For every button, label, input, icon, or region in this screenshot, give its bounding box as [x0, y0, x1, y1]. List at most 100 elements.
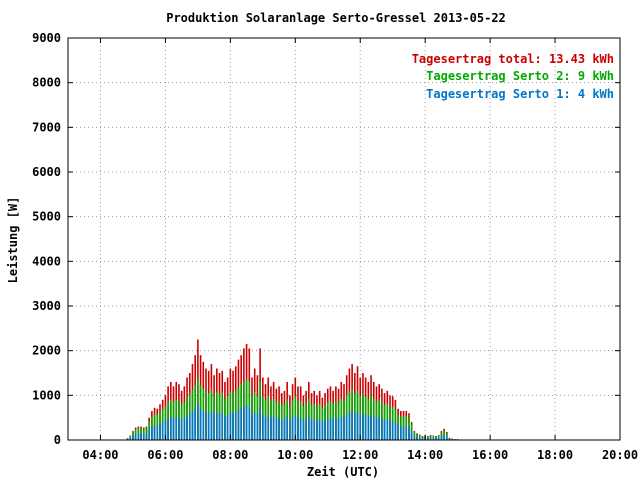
bar-serto1: [202, 410, 205, 440]
bar-serto1: [289, 420, 291, 440]
bar-serto1: [191, 411, 194, 440]
bar-serto1: [348, 412, 351, 440]
bar-serto1: [326, 418, 329, 440]
bar-serto1: [310, 419, 313, 440]
legend-serto2: Tagesertrag Serto 2: 9 kWh: [426, 69, 614, 83]
bar-serto1: [243, 406, 245, 440]
bar-serto1: [256, 414, 259, 440]
bar-serto1: [210, 410, 213, 440]
bar-serto1: [340, 416, 343, 440]
plot-frame: [67, 37, 621, 441]
bar-serto1: [178, 417, 180, 440]
x-tick-label: 04:00: [82, 448, 118, 462]
bar-serto1: [259, 406, 261, 440]
bar-serto1: [324, 419, 326, 440]
bar-serto1: [364, 414, 367, 440]
bar-serto1: [194, 408, 196, 440]
bar-serto1: [299, 417, 302, 440]
bar-serto1: [167, 418, 169, 440]
bar-serto1: [286, 416, 288, 440]
grid-layer: [68, 38, 620, 440]
y-tick-label: 7000: [32, 120, 61, 134]
bar-serto1: [188, 413, 191, 440]
bar-serto1: [151, 426, 153, 440]
bar-serto1: [264, 416, 267, 440]
y-tick-label: 1000: [32, 388, 61, 402]
bar-serto1: [199, 408, 202, 440]
bar-serto1: [186, 415, 188, 440]
bar-serto1: [378, 417, 380, 440]
bar-serto1: [354, 413, 356, 440]
bar-serto1: [275, 418, 278, 440]
bar-serto1: [245, 405, 248, 440]
bar-serto1: [440, 435, 443, 440]
bar-serto1: [283, 419, 286, 440]
bar-serto1: [161, 422, 164, 440]
y-tick-label: 0: [54, 433, 61, 447]
bar-serto1: [170, 416, 172, 440]
bar-serto1: [397, 425, 399, 440]
bar-serto1: [159, 423, 161, 440]
bar-serto1: [132, 435, 134, 440]
bar-serto1: [205, 412, 207, 440]
bar-serto1: [253, 412, 256, 440]
y-tick-label: 9000: [32, 31, 61, 45]
bar-serto1: [145, 433, 148, 440]
bar-serto1: [418, 437, 421, 440]
bar-serto1: [367, 416, 370, 440]
bar-serto1: [229, 412, 232, 440]
bar-serto1: [207, 413, 210, 440]
y-tick-label: 8000: [32, 76, 61, 90]
bar-serto1: [313, 419, 316, 440]
bar-serto1: [427, 437, 429, 440]
bar-serto1: [180, 419, 183, 440]
bar-serto1: [270, 417, 272, 440]
bar-serto1: [267, 414, 270, 440]
bar-serto1: [142, 433, 145, 440]
bar-serto1: [321, 421, 324, 440]
y-tick-label: 5000: [32, 210, 61, 224]
x-tick-label: 12:00: [342, 448, 378, 462]
bar-serto1: [400, 426, 402, 440]
bar-serto1: [345, 414, 348, 440]
bar-serto1: [386, 419, 389, 440]
bar-serto1: [153, 425, 156, 440]
bar-serto1: [164, 420, 167, 440]
bar-serto1: [370, 414, 372, 440]
y-tick-label: 3000: [32, 299, 61, 313]
bar-serto1: [416, 436, 418, 440]
bar-serto1: [375, 417, 378, 440]
bar-serto1: [437, 437, 440, 440]
bar-serto1: [343, 417, 345, 440]
bar-serto1: [237, 409, 240, 440]
bar-serto1: [308, 416, 310, 440]
bar-serto1: [297, 417, 299, 440]
bar-serto1: [251, 414, 253, 440]
bar-serto1: [148, 429, 150, 440]
x-tick-label: 06:00: [147, 448, 183, 462]
legend-total: Tagesertrag total: 13.43 kWh: [412, 52, 614, 66]
y-tick-label: 4000: [32, 254, 61, 268]
bar-serto1: [432, 437, 435, 440]
bar-serto1: [248, 406, 251, 440]
bar-serto1: [372, 416, 375, 440]
bar-serto1: [305, 419, 307, 440]
bar-serto1: [224, 416, 226, 440]
y-axis-label: Leistung [W]: [6, 197, 20, 284]
bar-serto1: [175, 416, 178, 440]
legend: Tagesertrag total: 13.43 kWh Tagesertrag…: [412, 52, 614, 101]
bar-serto1: [394, 422, 397, 440]
x-tick-label: 14:00: [407, 448, 443, 462]
bar-serto1: [359, 414, 362, 440]
bar-serto1: [316, 420, 318, 440]
bar-serto1: [389, 420, 391, 440]
x-tick-label: 10:00: [277, 448, 313, 462]
x-tick-label: 18:00: [537, 448, 573, 462]
bar-serto1: [280, 419, 283, 440]
bar-serto1: [134, 433, 137, 440]
bar-serto1: [221, 412, 224, 440]
bar-serto1: [240, 408, 242, 440]
bar-serto1: [183, 418, 186, 440]
bar-serto1: [329, 417, 332, 440]
bar-serto1: [278, 417, 280, 440]
